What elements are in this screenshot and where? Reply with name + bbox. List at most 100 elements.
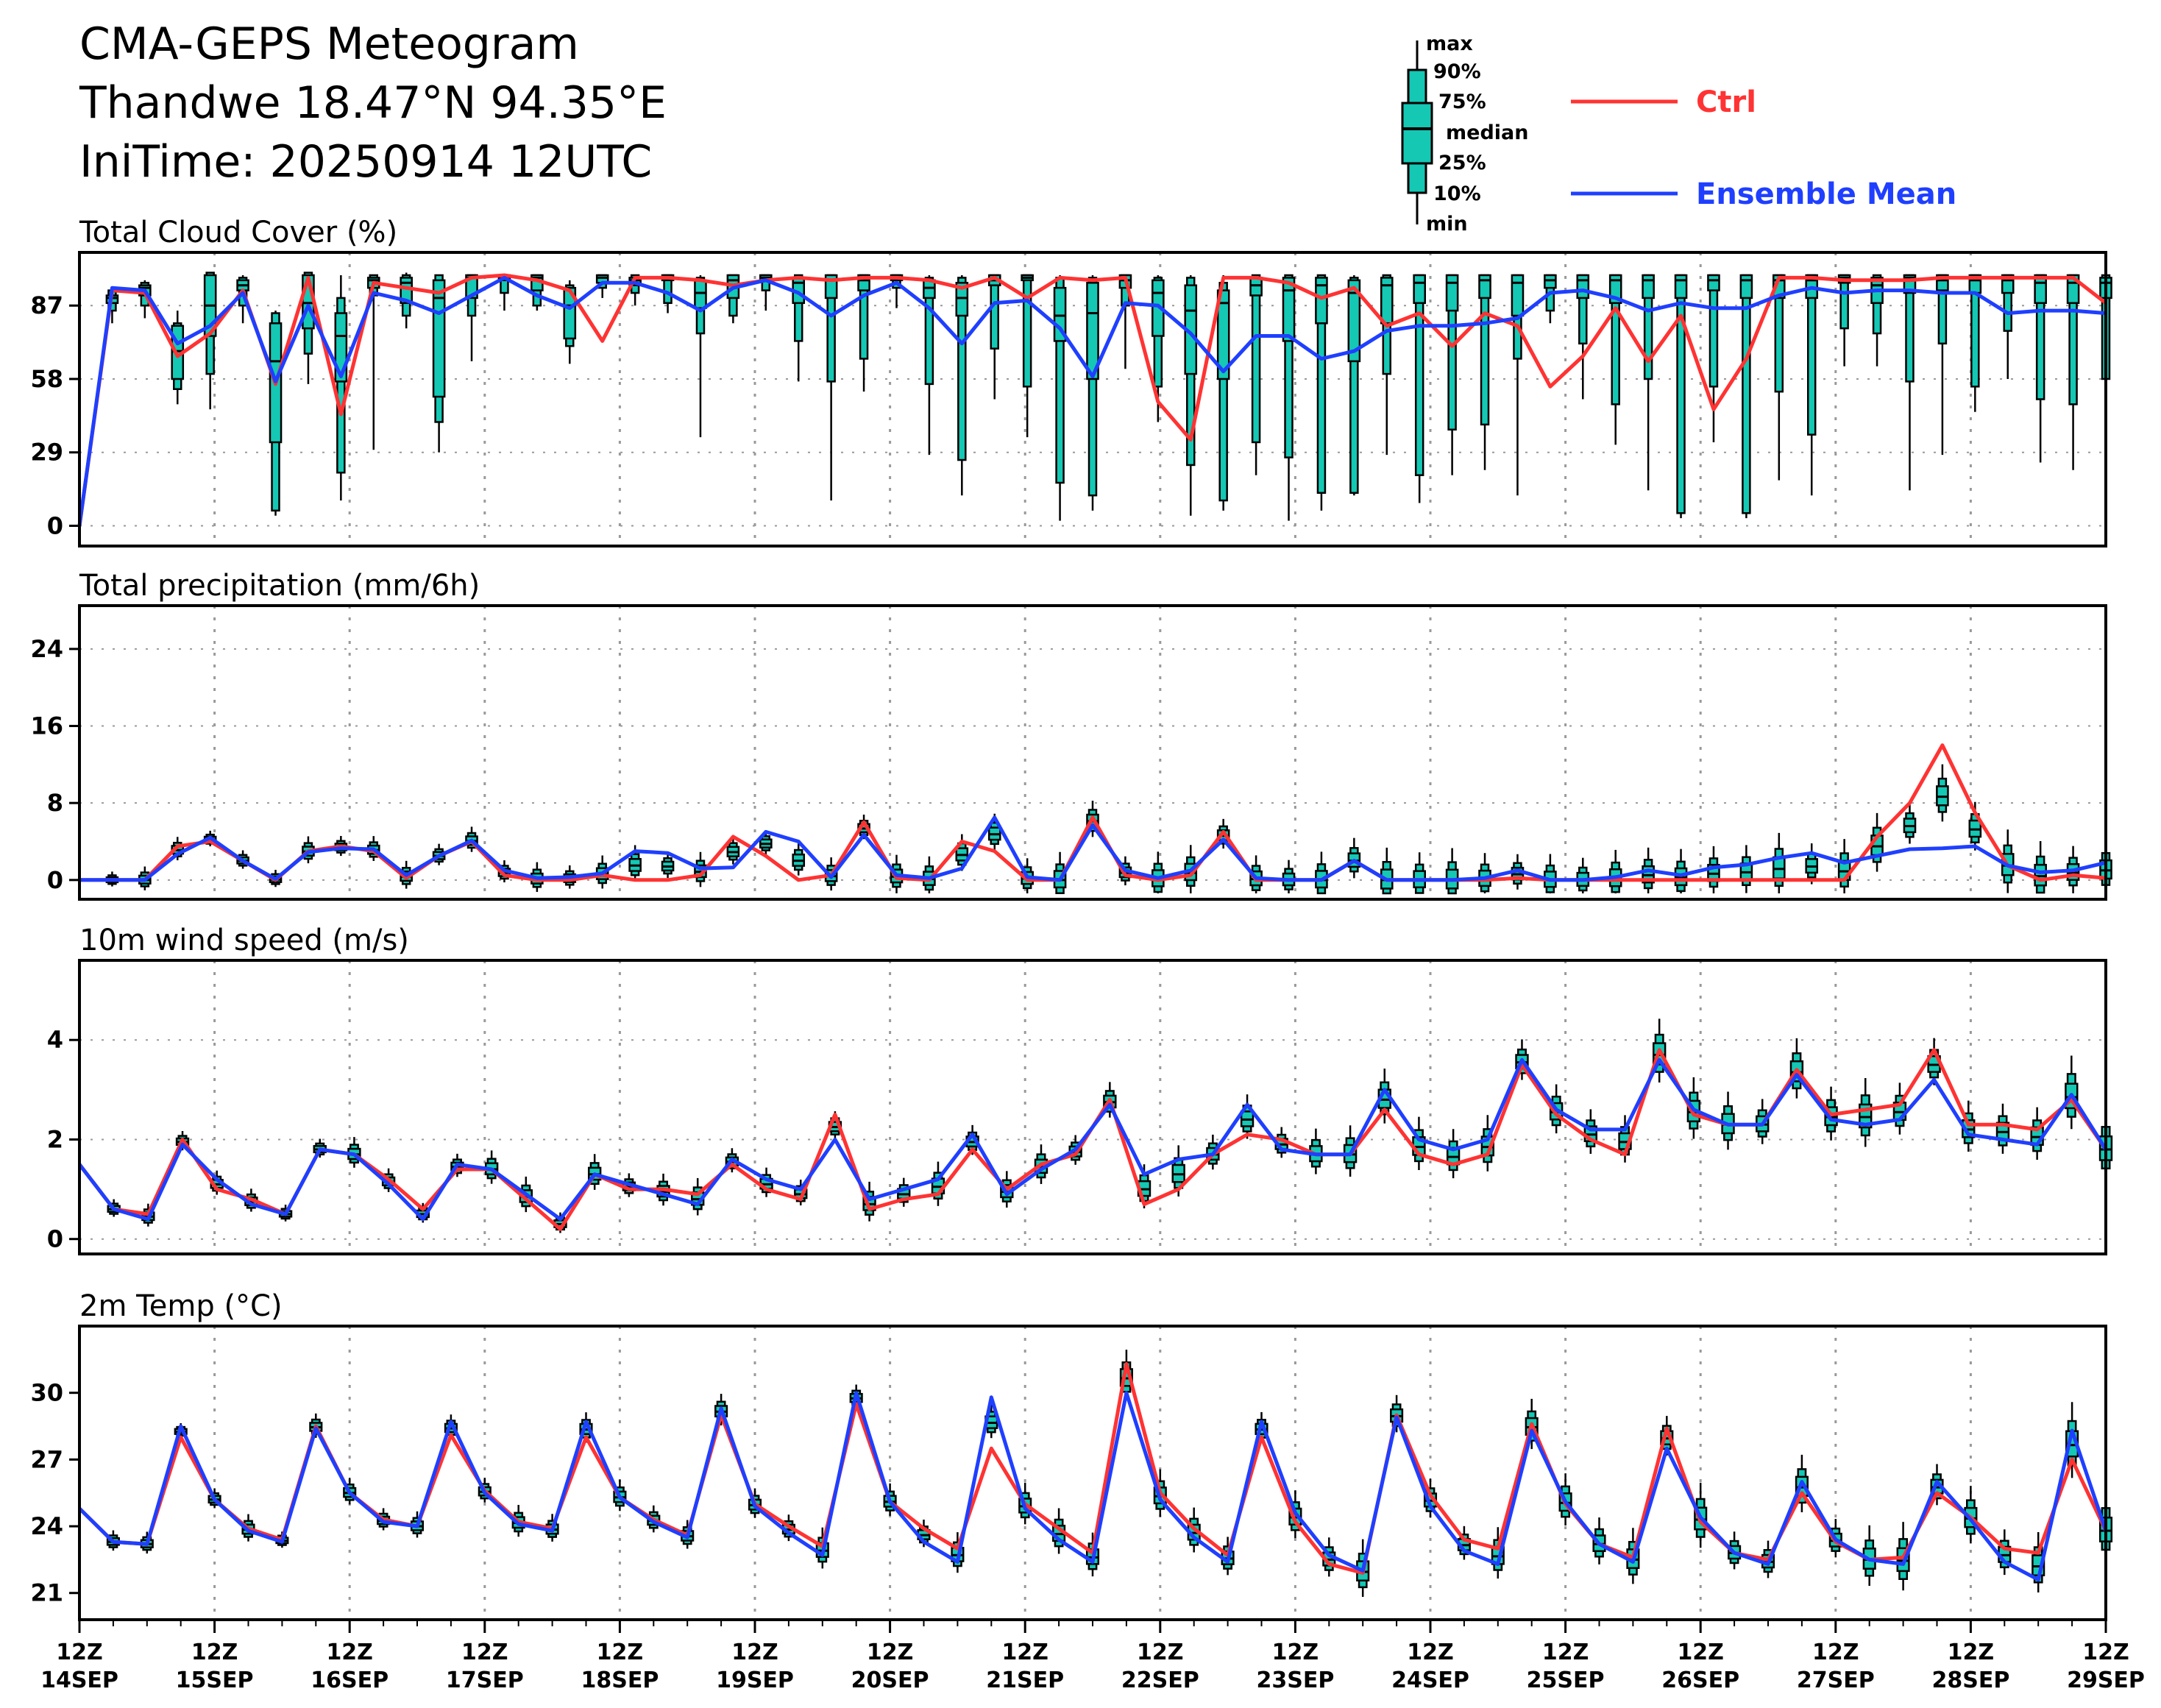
ensemble-box [824, 274, 838, 501]
ensemble-box [931, 1161, 945, 1206]
x-tick-date: 19SEP [716, 1668, 794, 1693]
y-tick-label: 24 [30, 1512, 63, 1540]
box-p25-p75 [1445, 274, 1459, 312]
x-tick-hour: 12Z [1812, 1640, 1859, 1665]
ensemble-box [2034, 274, 2047, 463]
panel-title: Total Cloud Cover (%) [79, 216, 397, 249]
ensemble-box [1240, 1094, 1255, 1139]
legend-p90-label: 90% [1433, 60, 1481, 83]
y-tick-label: 0 [47, 511, 63, 539]
ensemble-box [1347, 274, 1361, 496]
x-tick-hour: 12Z [597, 1640, 644, 1665]
ensemble-box [2030, 1107, 2044, 1160]
x-tick-date: 14SEP [40, 1668, 118, 1693]
panel-1: Total Cloud Cover (%) 0 29 58 87 [30, 216, 2112, 548]
ensemble-box [1380, 847, 1394, 895]
ensemble-box [726, 274, 740, 324]
ensemble-box [1936, 274, 1949, 456]
box-p25-p75 [1347, 279, 1361, 363]
panel-4: 2m Temp (°C) 21 24 27 30 [30, 1289, 2113, 1621]
panel-frame [78, 251, 2107, 548]
x-tick-date: 20SEP [851, 1668, 929, 1693]
box-p25-p75 [1249, 277, 1263, 297]
ensemble-box [955, 274, 969, 496]
legend-p75-label: 75% [1438, 91, 1486, 113]
x-tick-hour: 12Z [1137, 1640, 1184, 1665]
ensemble-box [1903, 803, 1917, 844]
box-p25-p75 [1216, 289, 1230, 380]
x-tick-date: 23SEP [1256, 1668, 1334, 1693]
ensemble-mean-line [78, 1391, 2108, 1582]
x-tick-hour: 12Z [1677, 1640, 1724, 1665]
ensemble-box [1152, 851, 1165, 894]
y-tick-label: 29 [30, 439, 63, 467]
x-tick-date: 27SEP [1797, 1668, 1875, 1693]
ensemble-box [1773, 274, 1786, 481]
ensemble-box [1446, 1129, 1461, 1179]
box-p10-p90 [1251, 274, 1261, 444]
box-p10-p90 [1087, 277, 1098, 497]
ensemble-box [1805, 274, 1819, 496]
box-p25-p75 [1674, 274, 1688, 300]
ensemble-mean-line [79, 815, 2107, 882]
ensemble-box [432, 274, 446, 453]
ensemble-box [628, 845, 642, 882]
ensemble-box [1412, 1116, 1426, 1170]
panel-frame [78, 604, 2107, 901]
ensemble-box [1583, 1109, 1598, 1154]
ensemble-box [1380, 274, 1394, 456]
ensemble-box [1282, 860, 1296, 894]
ensemble-box [587, 1154, 602, 1190]
ensemble-box [2034, 840, 2047, 894]
y-tick-label: 0 [47, 866, 63, 894]
x-tick-date: 18SEP [581, 1668, 659, 1693]
y-tick-label: 87 [30, 291, 63, 319]
box-p25-p75 [955, 282, 969, 317]
ensemble-box [2065, 1055, 2079, 1130]
x-tick-hour: 12Z [461, 1640, 508, 1665]
ensemble-box [1216, 274, 1230, 511]
location-label: Thandwe 18.47°N 94.35°E [79, 77, 667, 129]
ensemble-box [1413, 852, 1426, 894]
ensemble-boxes [107, 1018, 2113, 1233]
time-axis: 12Z 14SEP 12Z 15SEP 12Z 16SEP 12Z 17SEP 12Z 18SEP… [40, 1620, 2145, 1693]
x-tick-date: 29SEP [2067, 1668, 2145, 1693]
box-p25-p75 [1086, 282, 1099, 380]
ensemble-box [1995, 1103, 2010, 1154]
ensemble-box [465, 274, 478, 361]
box-p10-p90 [924, 277, 934, 386]
chart-title: CMA-GEPS Meteogram [79, 18, 579, 70]
x-tick-date: 17SEP [446, 1668, 524, 1693]
box-p10-p90 [1806, 274, 1817, 436]
panel-2: Total precipitation (mm/6h) 0 8 16 24 [30, 569, 2112, 901]
ensemble-box [1721, 1091, 1735, 1150]
box-p25-p75 [1315, 277, 1328, 325]
x-tick-date: 15SEP [176, 1668, 254, 1693]
legend: max 90% 75% median 25% 10% min Ctrl Ense… [1401, 32, 1956, 235]
ensemble-box [563, 280, 577, 364]
x-tick-hour: 12Z [326, 1640, 373, 1665]
x-tick-date: 21SEP [986, 1668, 1064, 1693]
box-p10-p90 [957, 277, 967, 461]
box-p10-p90 [1676, 274, 1686, 514]
ensemble-box [1837, 839, 1851, 894]
ctrl-line [77, 273, 2107, 526]
x-tick-hour: 12Z [191, 1640, 238, 1665]
box-p25-p75 [1739, 274, 1753, 300]
ensemble-box [1936, 764, 1949, 822]
x-tick-hour: 12Z [1001, 1640, 1048, 1665]
ensemble-box [1478, 274, 1491, 470]
box-p10-p90 [1872, 274, 1882, 335]
box-p25-p75 [563, 286, 577, 340]
ensemble-box [1053, 274, 1067, 521]
y-tick-label: 4 [47, 1026, 63, 1054]
ensemble-box [1576, 274, 1590, 400]
ensemble-box [1282, 274, 1296, 521]
ensemble-box [1445, 274, 1459, 475]
ensemble-box [1478, 853, 1491, 894]
y-tick-label: 8 [47, 789, 63, 817]
box-p25-p75 [1511, 274, 1525, 317]
panel-3: 10m wind speed (m/s) 0 2 4 [47, 924, 2113, 1255]
x-tick-hour: 12Z [1542, 1640, 1589, 1665]
